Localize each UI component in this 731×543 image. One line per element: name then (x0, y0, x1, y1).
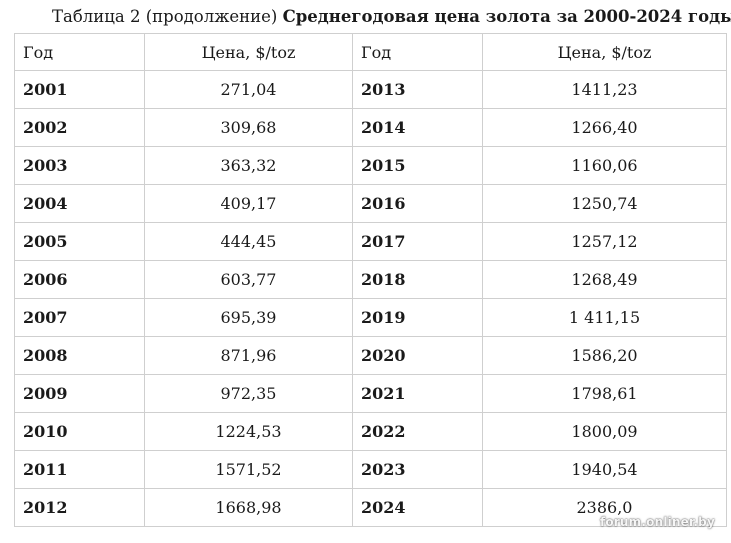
price-cell-right: 1266,40 (482, 108, 727, 147)
year-cell-right: 2013 (352, 70, 483, 109)
price-cell-left: 444,45 (144, 222, 353, 261)
price-cell-left: 309,68 (144, 108, 353, 147)
table-row: 2007 695,39 2019 1 411,15 (14, 298, 727, 337)
year-cell-right: 2019 (352, 298, 483, 337)
year-cell-right: 2017 (352, 222, 483, 261)
price-cell-right: 2386,0 (482, 488, 727, 527)
year-cell-left: 2003 (14, 146, 145, 185)
price-cell-right: 1411,23 (482, 70, 727, 109)
price-cell-left: 363,32 (144, 146, 353, 185)
year-cell-right: 2022 (352, 412, 483, 451)
table-row: 2006 603,77 2018 1268,49 (14, 260, 727, 299)
header-price-left: Цена, $/toz (144, 33, 353, 71)
year-cell-right: 2015 (352, 146, 483, 185)
price-cell-right: 1250,74 (482, 184, 727, 223)
year-cell-right: 2023 (352, 450, 483, 489)
price-cell-left: 972,35 (144, 374, 353, 413)
year-cell-left: 2004 (14, 184, 145, 223)
table-row: 2009 972,35 2021 1798,61 (14, 374, 727, 413)
header-year-right: Год (352, 33, 483, 71)
year-cell-right: 2021 (352, 374, 483, 413)
table-row: 2010 1224,53 2022 1800,09 (14, 412, 727, 451)
price-cell-right: 1800,09 (482, 412, 727, 451)
table-caption: Таблица 2 (продолжение) Среднегодовая це… (52, 6, 731, 28)
table-row: 2012 1668,98 2024 2386,0 (14, 488, 727, 527)
price-cell-right: 1 411,15 (482, 298, 727, 337)
year-cell-left: 2009 (14, 374, 145, 413)
table-row: 2002 309,68 2014 1266,40 (14, 108, 727, 147)
year-cell-left: 2007 (14, 298, 145, 337)
price-cell-left: 1571,52 (144, 450, 353, 489)
year-cell-left: 2010 (14, 412, 145, 451)
caption-prefix: Таблица 2 (продолжение) (52, 7, 283, 26)
table-row: 2004 409,17 2016 1250,74 (14, 184, 727, 223)
year-cell-right: 2020 (352, 336, 483, 375)
table-body: 2001 271,04 2013 1411,23 2002 309,68 2014 1266,… (14, 70, 727, 527)
price-cell-left: 871,96 (144, 336, 353, 375)
price-cell-right: 1586,20 (482, 336, 727, 375)
price-cell-left: 409,17 (144, 184, 353, 223)
price-cell-left: 1668,98 (144, 488, 353, 527)
price-cell-left: 1224,53 (144, 412, 353, 451)
price-cell-left: 695,39 (144, 298, 353, 337)
caption-title: Среднегодовая цена золота за 2000-2024 г… (282, 7, 731, 26)
year-cell-left: 2002 (14, 108, 145, 147)
table-header-row: Год Цена, $/toz Год Цена, $/toz (14, 33, 727, 71)
price-cell-right: 1160,06 (482, 146, 727, 185)
table-row: 2003 363,32 2015 1160,06 (14, 146, 727, 185)
price-cell-right: 1257,12 (482, 222, 727, 261)
header-price-right: Цена, $/toz (482, 33, 727, 71)
year-cell-left: 2001 (14, 70, 145, 109)
year-cell-left: 2011 (14, 450, 145, 489)
site-watermark: forum.onliner.by (599, 515, 715, 529)
price-cell-right: 1268,49 (482, 260, 727, 299)
price-cell-right: 1798,61 (482, 374, 727, 413)
price-cell-right: 1940,54 (482, 450, 727, 489)
price-cell-left: 271,04 (144, 70, 353, 109)
year-cell-left: 2008 (14, 336, 145, 375)
year-cell-right: 2018 (352, 260, 483, 299)
gold-price-table: Год Цена, $/toz Год Цена, $/toz 2001 271,… (14, 33, 727, 527)
year-cell-left: 2012 (14, 488, 145, 527)
year-cell-left: 2005 (14, 222, 145, 261)
header-year-left: Год (14, 33, 145, 71)
table-row: 2001 271,04 2013 1411,23 (14, 70, 727, 109)
price-cell-left: 603,77 (144, 260, 353, 299)
year-cell-right: 2024 (352, 488, 483, 527)
year-cell-right: 2016 (352, 184, 483, 223)
year-cell-left: 2006 (14, 260, 145, 299)
year-cell-right: 2014 (352, 108, 483, 147)
table-row: 2005 444,45 2017 1257,12 (14, 222, 727, 261)
table-row: 2008 871,96 2020 1586,20 (14, 336, 727, 375)
table-row: 2011 1571,52 2023 1940,54 (14, 450, 727, 489)
